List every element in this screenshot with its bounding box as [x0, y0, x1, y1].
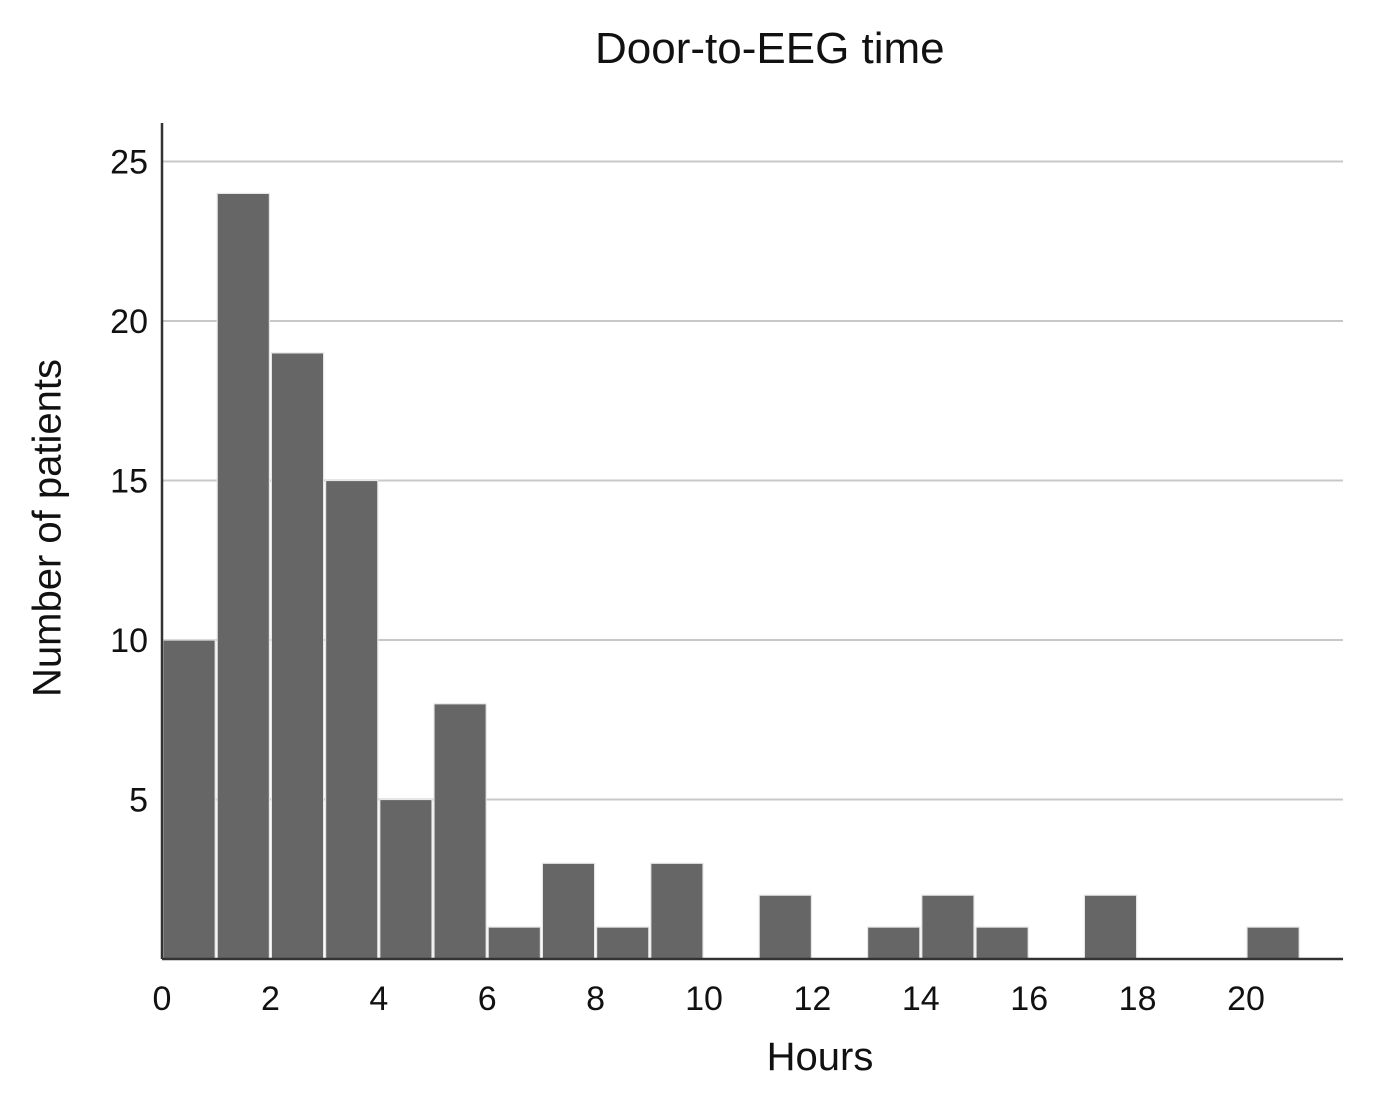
- x-tick-8: 8: [586, 980, 605, 1018]
- x-tick-4: 4: [369, 980, 388, 1018]
- x-tick-18: 18: [1119, 980, 1157, 1018]
- bar-5: [433, 703, 487, 960]
- bar-3: [325, 479, 379, 960]
- y-tick-20: 20: [110, 303, 148, 341]
- chart-title: Door-to-EEG time: [595, 24, 945, 73]
- x-tick-16: 16: [1010, 980, 1048, 1018]
- y-tick-5: 5: [129, 782, 148, 820]
- bar-13: [866, 926, 921, 960]
- x-tick-12: 12: [793, 980, 831, 1018]
- bar-4: [379, 798, 433, 960]
- x-tick-20: 20: [1227, 980, 1265, 1018]
- bar-2: [270, 352, 325, 960]
- y-tick-10: 10: [110, 622, 148, 660]
- x-tick-0: 0: [153, 980, 172, 1018]
- x-tick-labels: 0 2 4 6 8 10 12 14 16 18 20: [153, 980, 1265, 1018]
- bar-17: [1083, 894, 1138, 960]
- y-axis-label: Number of patients: [25, 359, 70, 697]
- x-axis-label: Hours: [766, 1035, 874, 1079]
- axes: [160, 123, 1343, 961]
- bar-6: [487, 926, 542, 960]
- bar-11: [758, 894, 813, 960]
- y-tick-25: 25: [110, 144, 148, 182]
- x-tick-6: 6: [478, 980, 497, 1018]
- x-tick-2: 2: [261, 980, 280, 1018]
- bar-0: [162, 639, 216, 960]
- y-tick-labels: 5 10 15 20 25: [110, 144, 148, 820]
- bars: [162, 192, 1300, 960]
- x-tick-14: 14: [902, 980, 940, 1018]
- x-tick-10: 10: [685, 980, 723, 1018]
- bar-7: [541, 862, 596, 960]
- bar-8: [595, 926, 650, 960]
- y-tick-15: 15: [110, 463, 148, 501]
- bar-20: [1246, 926, 1300, 960]
- bar-1: [216, 192, 270, 960]
- bar-9: [650, 862, 704, 960]
- bar-14: [921, 894, 975, 960]
- bar-15: [975, 926, 1029, 960]
